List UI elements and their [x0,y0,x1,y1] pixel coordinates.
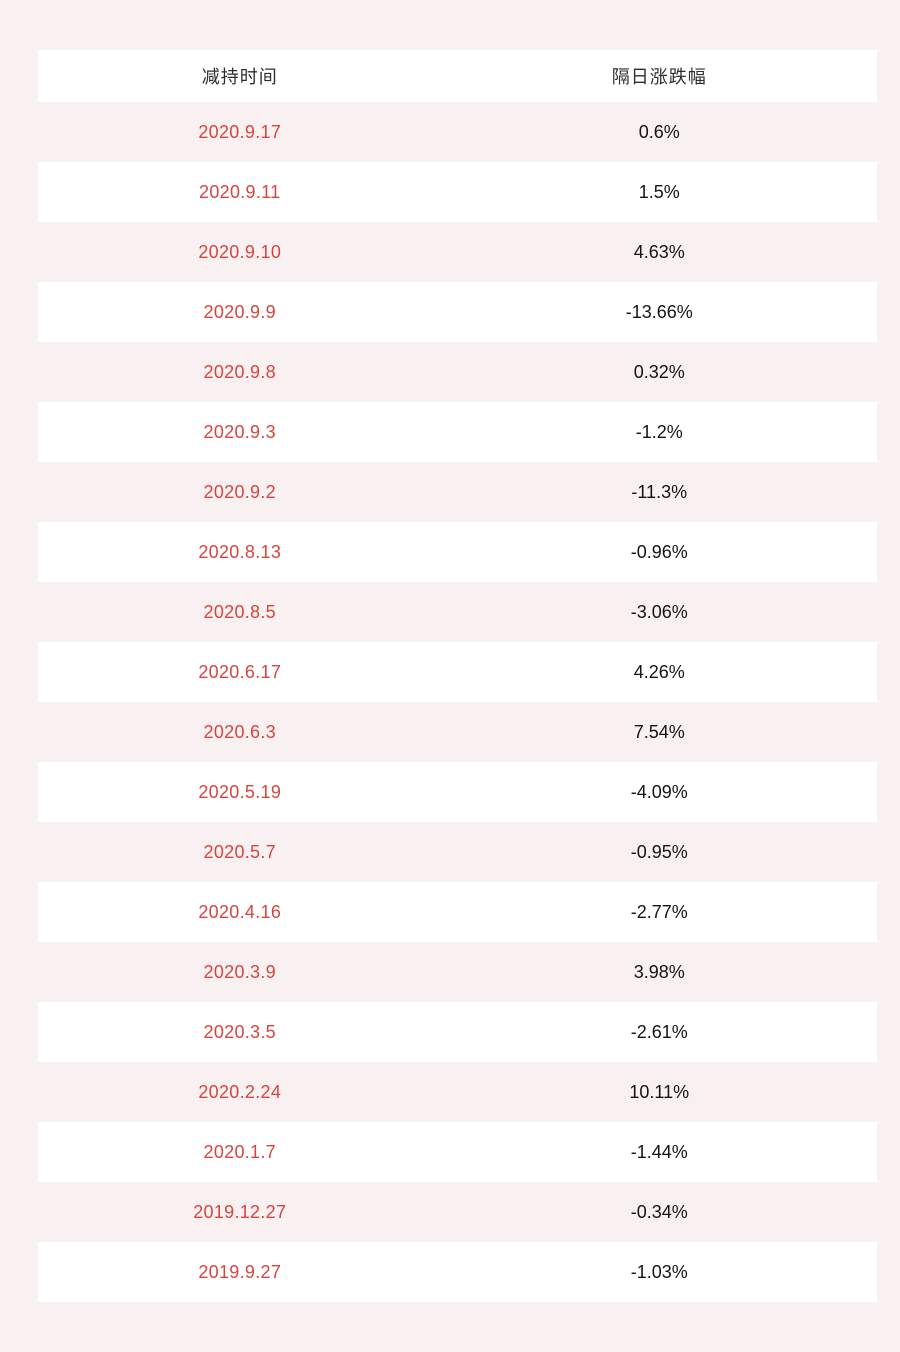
next-day-change: -1.2% [635,421,683,442]
next-day-change: 10.11% [629,1081,690,1102]
table-row: 2020.3.5 -2.61% [38,1002,877,1062]
table-row: 2020.8.13 -0.96% [38,522,877,582]
next-day-change: -3.06% [630,601,688,622]
reduction-date: 2020.9.17 [198,121,282,142]
reduction-date: 2019.9.27 [198,1261,282,1282]
reduction-date: 2020.6.17 [198,661,282,682]
table-row: 2019.9.27 -1.03% [38,1242,877,1302]
reduction-date: 2020.3.9 [203,961,276,982]
reduction-date: 2020.9.9 [203,301,276,322]
next-day-change: -2.61% [630,1021,688,1042]
reduction-date: 2020.2.24 [198,1081,282,1102]
next-day-change: -0.34% [630,1201,688,1222]
reduction-date: 2020.9.2 [203,481,276,502]
next-day-change: -11.3% [631,481,688,502]
next-day-change: -4.09% [630,781,688,802]
reduction-date: 2020.9.3 [203,421,276,442]
reduction-date: 2020.9.8 [203,361,276,382]
reduction-date: 2020.5.7 [203,841,276,862]
reduction-date: 2020.8.13 [198,541,282,562]
table-header-row: 减持时间 隔日涨跌幅 [38,50,877,102]
table-row: 2020.9.10 4.63% [38,222,877,282]
next-day-change: 0.32% [633,361,685,382]
next-day-change: -1.03% [630,1261,688,1282]
table-row: 2020.9.8 0.32% [38,342,877,402]
table-row: 2020.6.17 4.26% [38,642,877,702]
next-day-change: 1.5% [638,181,680,202]
reduction-date: 2020.6.3 [203,721,276,742]
next-day-change: 4.63% [633,241,685,262]
reduction-date: 2020.5.19 [198,781,282,802]
table-row: 2020.9.17 0.6% [38,102,877,162]
table-row: 2020.5.19 -4.09% [38,762,877,822]
reduction-date: 2020.8.5 [203,601,276,622]
table-row: 2020.8.5 -3.06% [38,582,877,642]
next-day-change: 0.6% [638,121,680,142]
next-day-change: -0.96% [630,541,688,562]
column-header-next-day-change: 隔日涨跌幅 [611,67,707,87]
next-day-change: -1.44% [630,1141,688,1162]
table-row: 2020.3.9 3.98% [38,942,877,1002]
reduction-date: 2019.12.27 [193,1201,287,1222]
next-day-change: -0.95% [630,841,688,862]
reduction-change-table: 减持时间 隔日涨跌幅 2020.9.17 0.6% 2020.9.11 1.5%… [38,50,877,1302]
next-day-change: 4.26% [633,661,685,682]
table-row: 2020.9.9 -13.66% [38,282,877,342]
table-row: 2020.6.3 7.54% [38,702,877,762]
table-row: 2020.9.11 1.5% [38,162,877,222]
table-body: 2020.9.17 0.6% 2020.9.11 1.5% 2020.9.10 … [38,102,877,1302]
table-row: 2020.9.3 -1.2% [38,402,877,462]
reduction-date: 2020.3.5 [203,1021,276,1042]
reduction-date: 2020.4.16 [198,901,282,922]
reduction-date: 2020.1.7 [203,1141,276,1162]
table-row: 2019.12.27 -0.34% [38,1182,877,1242]
next-day-change: -13.66% [625,301,693,322]
next-day-change: 3.98% [633,961,685,982]
table-row: 2020.4.16 -2.77% [38,882,877,942]
table-row: 2020.1.7 -1.44% [38,1122,877,1182]
next-day-change: 7.54% [633,721,685,742]
next-day-change: -2.77% [630,901,688,922]
table-row: 2020.9.2 -11.3% [38,462,877,522]
reduction-date: 2020.9.10 [198,241,282,262]
column-header-reduction-date: 减持时间 [201,67,278,87]
table-row: 2020.2.24 10.11% [38,1062,877,1122]
reduction-date: 2020.9.11 [199,181,281,202]
table-row: 2020.5.7 -0.95% [38,822,877,882]
